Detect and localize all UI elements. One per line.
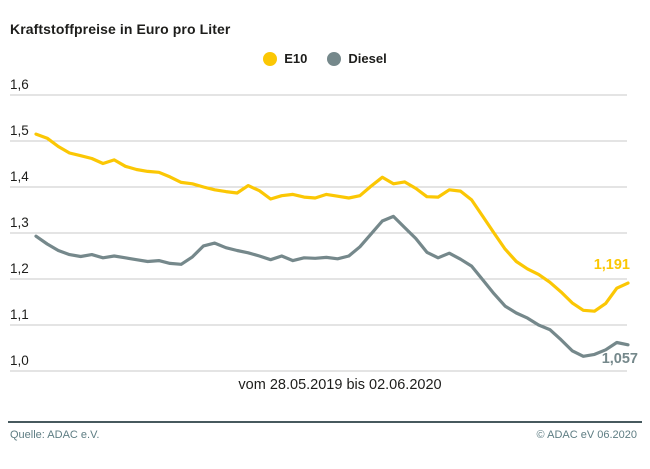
y-axis-label: 1,5 <box>10 123 29 138</box>
y-axis-label: 1,2 <box>10 261 29 276</box>
footer-divider <box>8 421 642 423</box>
e10-line <box>34 132 630 313</box>
diesel-series-marker-icon <box>327 51 342 66</box>
legend-label-diesel: Diesel <box>348 51 387 66</box>
diesel-end-value: 1,057 <box>601 351 638 367</box>
source-text: Quelle: ADAC e.V. <box>10 429 100 441</box>
legend-item-e10: E10 <box>263 51 307 66</box>
chart-legend: E10 Diesel <box>0 51 650 66</box>
gridlines <box>10 94 627 372</box>
e10-end-value: 1,191 <box>593 257 630 273</box>
y-axis-label: 1,0 <box>10 353 29 368</box>
e10-series-marker-icon <box>263 51 278 66</box>
chart-title: Kraftstoffpreise in Euro pro Liter <box>10 21 231 37</box>
x-axis-caption: vom 28.05.2019 bis 02.06.2020 <box>238 377 442 393</box>
y-axis-label: 1,4 <box>10 169 29 184</box>
legend-item-diesel: Diesel <box>327 51 387 66</box>
y-axis-label: 1,3 <box>10 215 29 230</box>
y-axis-label: 1,1 <box>10 307 29 322</box>
legend-label-e10: E10 <box>284 51 308 66</box>
y-axis-label: 1,6 <box>10 77 29 92</box>
diesel-line <box>34 214 630 358</box>
copyright-text: © ADAC eV 06.2020 <box>536 429 637 441</box>
